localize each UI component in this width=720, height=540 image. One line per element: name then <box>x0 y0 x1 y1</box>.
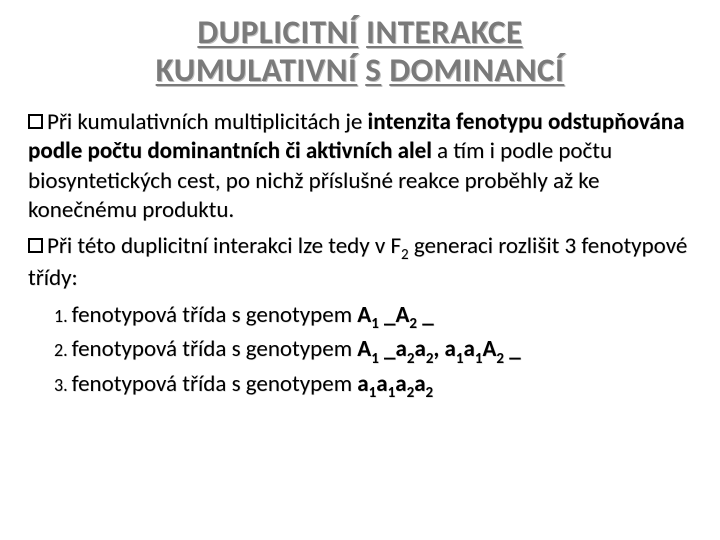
item-number: 2. <box>54 339 68 361</box>
list-item: 3.fenotypová třída s genotypem a1a1a2a2 <box>54 369 692 403</box>
text: kumulativních multiplicitách je <box>72 108 367 136</box>
paragraph-1: Při kumulativních multiplicitách je inte… <box>28 108 692 226</box>
item-text: fenotypová třída s genotypem <box>72 335 358 363</box>
square-bullet-icon <box>28 114 43 129</box>
ordered-list: 1.fenotypová třída s genotypem A1 _A2 _ … <box>54 300 692 403</box>
slide-title: DUPLICITNÍ INTERAKCE KUMULATIVNÍ S DOMIN… <box>28 14 692 90</box>
genotype: a1a1a2a2 <box>357 370 433 398</box>
title-word: KUMULATIVNÍ <box>156 50 358 90</box>
list-item: 1.fenotypová třída s genotypem A1 _A2 _ <box>54 300 692 334</box>
text: Při <box>47 232 72 260</box>
title-word: DUPLICITNÍ <box>197 12 358 52</box>
title-word: S <box>365 50 381 90</box>
text: Při <box>47 108 72 136</box>
square-bullet-icon <box>28 238 43 253</box>
genotype: A1 _a2a2, a1a1A2 _ <box>357 335 520 363</box>
text: této duplicitní interakci lze tedy v F <box>72 232 401 260</box>
title-line-2: KUMULATIVNÍ S DOMINANCÍ <box>28 52 692 90</box>
item-text: fenotypová třída s genotypem <box>72 301 358 329</box>
list-item: 2.fenotypová třída s genotypem A1 _a2a2,… <box>54 334 692 368</box>
bold-text: intenzita <box>368 108 451 136</box>
item-text: fenotypová třída s genotypem <box>72 370 358 398</box>
paragraph-2: Při této duplicitní interakci lze tedy v… <box>28 232 692 294</box>
item-number: 3. <box>54 374 68 396</box>
title-line-1: DUPLICITNÍ INTERAKCE <box>28 14 692 52</box>
bold-text: dominantních či aktivních alel <box>147 137 432 165</box>
genotype: A1 _A2 _ <box>357 301 433 329</box>
title-word: DOMINANCÍ <box>389 50 564 90</box>
item-number: 1. <box>54 305 68 327</box>
subscript: 2 <box>401 246 409 264</box>
title-word: INTERAKCE <box>366 12 522 52</box>
